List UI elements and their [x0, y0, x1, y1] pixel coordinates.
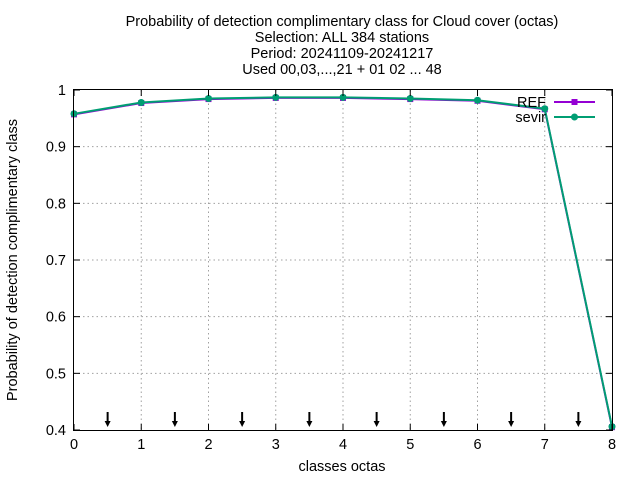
class-arrow-marker — [508, 412, 515, 427]
data-point — [272, 93, 280, 101]
x-tick-label: 8 — [608, 437, 616, 453]
x-axis-label: classes octas — [298, 459, 385, 475]
x-tick-label: 7 — [541, 437, 549, 453]
class-arrow-marker — [306, 412, 313, 427]
x-tick-label: 0 — [70, 437, 78, 453]
title-line-4: Used 00,03,...,21 + 01 02 ... 48 — [242, 62, 442, 78]
class-arrow-marker — [373, 412, 380, 427]
data-point — [406, 95, 414, 102]
class-arrow-marker — [239, 412, 246, 427]
title-line-2: Selection: ALL 384 stations — [255, 30, 429, 46]
x-tick-label: 3 — [272, 437, 280, 453]
series-sevir — [70, 93, 616, 431]
class-arrow-marker — [440, 412, 447, 427]
y-tick-label: 0.8 — [46, 196, 66, 212]
arrow-markers — [104, 412, 582, 427]
legend-label: REF — [517, 95, 546, 111]
grid — [74, 90, 612, 430]
legend-label: sevir — [515, 110, 546, 126]
y-tick-label: 1 — [58, 83, 66, 99]
plot-frame — [73, 89, 613, 431]
y-axis-ticks: 0.4 0.5 0.6 0.7 0.8 0.9 1 — [46, 83, 612, 439]
legend-item-ref: REF — [517, 95, 595, 111]
data-point — [205, 95, 212, 102]
x-axis-ticks: 0 1 2 3 4 5 6 7 8 — [70, 90, 616, 453]
class-arrow-marker — [104, 412, 111, 427]
x-tick-label: 5 — [406, 437, 414, 453]
x-tick-label: 1 — [137, 437, 145, 453]
class-arrow-marker — [575, 412, 582, 427]
legend-item-sevir: sevir — [515, 110, 595, 126]
x-tick-label: 2 — [204, 437, 212, 453]
y-axis-label: Probability of detection complimentary c… — [5, 119, 21, 401]
title-line-1: Probability of detection complimentary c… — [126, 14, 559, 30]
y-tick-label: 0.5 — [46, 366, 66, 382]
chart-title: Probability of detection complimentary c… — [126, 14, 559, 78]
x-tick-label: 6 — [473, 437, 481, 453]
data-point — [137, 98, 145, 106]
series-line — [73, 96, 613, 428]
legend-swatch-marker — [571, 99, 578, 105]
data-point — [541, 105, 549, 113]
y-tick-label: 0.9 — [46, 140, 66, 156]
data-point — [339, 93, 347, 101]
x-tick-label: 4 — [339, 437, 347, 453]
title-line-3: Period: 20241109-20241217 — [251, 46, 434, 62]
data-point — [474, 96, 481, 104]
y-tick-label: 0.4 — [46, 423, 66, 439]
class-arrow-marker — [171, 412, 178, 427]
series-layer — [70, 93, 616, 431]
y-tick-label: 0.6 — [46, 310, 66, 326]
legend-swatch-marker — [571, 113, 578, 121]
y-tick-label: 0.7 — [46, 253, 66, 269]
